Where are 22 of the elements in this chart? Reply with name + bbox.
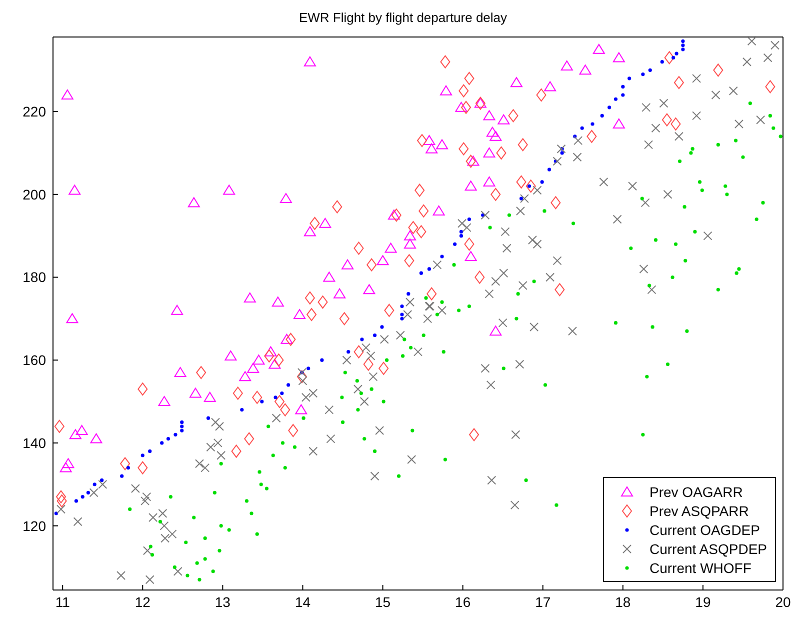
y-tick-label: 160 <box>22 352 46 368</box>
legend-label: Prev OAGARR <box>650 484 743 500</box>
x-tick-label: 15 <box>374 594 391 610</box>
x-tick-label: 16 <box>455 594 471 610</box>
legend-label: Prev ASQPARR <box>650 502 749 518</box>
x-tick-label: 18 <box>615 594 631 610</box>
x-tick-label: 19 <box>695 594 711 610</box>
y-tick-label: 220 <box>22 104 46 120</box>
x-tick-label: 20 <box>775 594 791 610</box>
x-tick-label: 11 <box>55 594 70 610</box>
legend-label: Current ASQPDEP <box>650 540 767 556</box>
legend-label: Current WHOFF <box>650 560 752 576</box>
x-tick-label: 13 <box>214 594 231 610</box>
x-tick-label: 12 <box>134 594 151 610</box>
legend-label: Current OAGDEP <box>650 522 760 538</box>
y-tick-label: 180 <box>22 269 46 286</box>
x-tick-label: 14 <box>294 594 311 610</box>
y-tick-label: 120 <box>22 518 46 534</box>
chart-title: EWR Flight by flight departure delay <box>298 9 508 27</box>
y-tick-label: 140 <box>22 434 46 451</box>
x-tick-label: 17 <box>535 594 551 610</box>
y-tick-label: 200 <box>22 186 46 202</box>
